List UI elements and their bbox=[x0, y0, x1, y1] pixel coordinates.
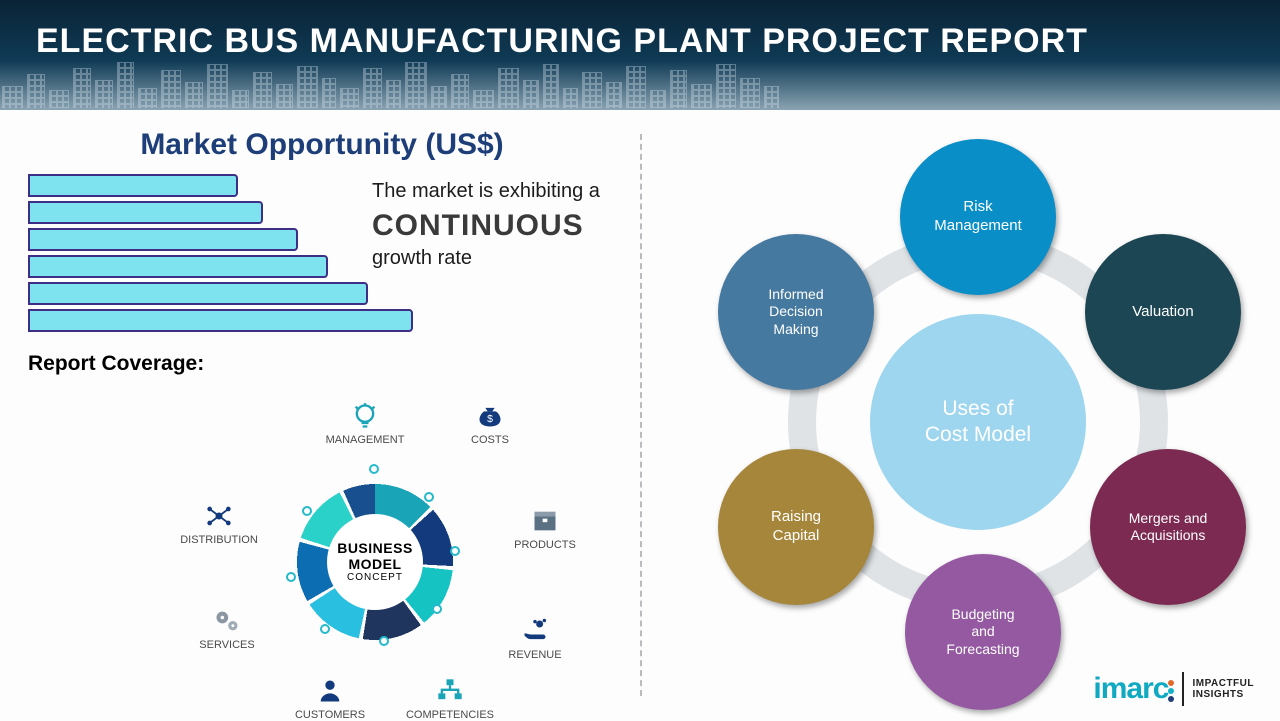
bm-ring-node bbox=[432, 604, 442, 614]
cost-model-satellite: RaisingCapital bbox=[718, 449, 874, 605]
coverage-label: Report Coverage: bbox=[28, 352, 616, 376]
market-bar bbox=[28, 309, 413, 332]
cost-model-satellite: Valuation bbox=[1085, 234, 1241, 390]
market-title: Market Opportunity (US$) bbox=[28, 128, 616, 162]
bm-item-competencies: COMPETENCIES bbox=[395, 677, 505, 721]
main-area: Market Opportunity (US$) The market is e… bbox=[0, 110, 1280, 720]
cost-model-hub: Uses ofCost Model bbox=[870, 314, 1086, 530]
brand-tagline: IMPACTFULINSIGHTS bbox=[1192, 678, 1254, 700]
brand-logo: imarc IMPACTFULINSIGHTS bbox=[1093, 672, 1254, 706]
bm-item-revenue: REVENUE bbox=[480, 617, 590, 661]
brand-divider bbox=[1182, 672, 1184, 706]
page-title: ELECTRIC BUS MANUFACTURING PLANT PROJECT… bbox=[36, 22, 1280, 61]
market-bar bbox=[28, 282, 368, 305]
org-icon bbox=[435, 677, 465, 705]
bm-item-management: MANAGEMENT bbox=[310, 402, 420, 446]
market-bar bbox=[28, 228, 298, 251]
skyline-decoration bbox=[0, 62, 1280, 110]
growth-line3: growth rate bbox=[372, 247, 632, 270]
person-icon bbox=[315, 677, 345, 705]
bm-ring-node bbox=[320, 624, 330, 634]
bm-ring-node bbox=[369, 464, 379, 474]
bm-item-customers: CUSTOMERS bbox=[275, 677, 385, 721]
right-column: Uses ofCost Model RiskManagementValuation… bbox=[640, 110, 1280, 720]
bm-ring-node bbox=[424, 492, 434, 502]
bm-ring-node bbox=[450, 546, 460, 556]
cost-model-diagram: Uses ofCost Model RiskManagementValuation… bbox=[648, 122, 1262, 710]
growth-line1: The market is exhibiting a bbox=[372, 180, 632, 203]
market-bar bbox=[28, 174, 238, 197]
growth-text: The market is exhibiting a CONTINUOUS gr… bbox=[372, 180, 632, 270]
column-divider bbox=[640, 134, 642, 696]
brand-dots-icon bbox=[1168, 680, 1174, 702]
cost-model-satellite: RiskManagement bbox=[900, 139, 1056, 295]
bm-item-products: PRODUCTS bbox=[490, 507, 600, 551]
network-icon bbox=[204, 502, 234, 530]
brand-name: imarc bbox=[1093, 672, 1168, 706]
cost-model-satellite: InformedDecisionMaking bbox=[718, 234, 874, 390]
bm-item-services: SERVICES bbox=[172, 607, 282, 651]
bm-item-distribution: DISTRIBUTION bbox=[164, 502, 274, 546]
box-icon bbox=[530, 507, 560, 535]
bm-ring-node bbox=[379, 636, 389, 646]
bm-center-l2: MODEL bbox=[327, 556, 423, 572]
cost-model-satellite: BudgetingandForecasting bbox=[905, 554, 1061, 710]
bm-item-costs: COSTS bbox=[435, 402, 545, 446]
cost-model-satellite: Mergers andAcquisitions bbox=[1090, 449, 1246, 605]
gears-icon bbox=[212, 607, 242, 635]
hand-icon bbox=[520, 617, 550, 645]
bm-ring-node bbox=[286, 572, 296, 582]
bm-center-l1: BUSINESS bbox=[327, 540, 423, 556]
moneybag-icon bbox=[475, 402, 505, 430]
header-banner: ELECTRIC BUS MANUFACTURING PLANT PROJECT… bbox=[0, 0, 1280, 110]
bm-center-l3: CONCEPT bbox=[327, 572, 423, 584]
business-model-center: BUSINESS MODEL CONCEPT bbox=[327, 514, 423, 610]
bm-ring-node bbox=[302, 506, 312, 516]
business-model-graphic: BUSINESS MODEL CONCEPT MANAGEMENTCOSTSPR… bbox=[160, 412, 590, 712]
left-column: Market Opportunity (US$) The market is e… bbox=[0, 110, 640, 720]
market-bar bbox=[28, 201, 263, 224]
lightbulb-icon bbox=[350, 402, 380, 430]
growth-highlight: CONTINUOUS bbox=[372, 209, 632, 243]
market-bar bbox=[28, 255, 328, 278]
